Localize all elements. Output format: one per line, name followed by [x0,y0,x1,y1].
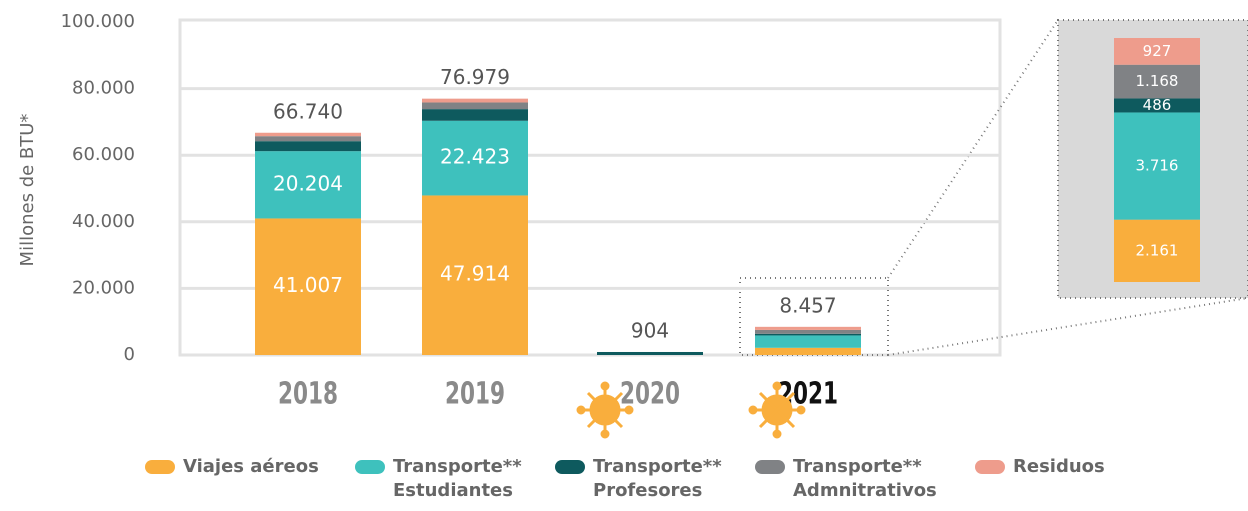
legend-item: Residuos [975,455,1105,479]
legend-item: Viajes aéreos [145,455,319,479]
bar-segment [422,195,528,355]
inset-segment [1114,38,1200,65]
legend-item: Transporte** Profesores [555,455,733,503]
x-tick-label: 2019 [445,377,505,411]
legend: Viajes aéreos Transporte** Estudiantes Tra… [0,455,1248,511]
bar-segment [255,141,361,152]
value-label: 22.423 [440,145,510,169]
legend-item: Transporte** Estudiantes [355,455,533,503]
bar-segment [255,136,361,142]
chart: Millones de BTU* 0 20.000 40.000 60.000 80.0… [17,11,1248,439]
inset-value-label: 927 [1143,42,1172,60]
inset-value-label: 1.168 [1136,72,1179,90]
bar-segment [422,120,528,196]
legend-label: Transporte** Estudiantes [393,456,522,501]
virus-icon [748,381,806,439]
inset-value-label: 2.161 [1136,241,1179,259]
inset-segment [1114,98,1200,113]
bar-segment [255,132,361,137]
bar-segment [755,329,861,334]
inset-segment [1114,64,1200,99]
inset-value-label: 3.716 [1136,157,1179,175]
value-label: 41.007 [273,273,343,297]
bar-segment [597,351,703,355]
x-tick-label: 2020 [620,377,680,411]
value-label: 20.204 [273,171,343,195]
y-tick-label: 60.000 [72,144,135,165]
bar-segment [422,102,528,110]
y-tick-label: 0 [124,344,135,365]
inset-segment [1114,219,1200,282]
y-axis-label: Millones de BTU* [17,114,38,267]
y-tick-label: 80.000 [72,78,135,99]
y-tick-label: 100.000 [61,11,135,32]
y-tick-label: 20.000 [72,277,135,298]
total-label: 904 [631,318,669,342]
legend-label: Transporte** Profesores [593,456,722,501]
bar-segment [422,98,528,103]
bar-segment [255,218,361,355]
bar-segment [255,151,361,219]
x-tick-label: 2018 [278,377,338,411]
legend-swatch [975,460,1005,474]
inset-value-label: 486 [1143,96,1172,114]
legend-swatch [145,460,175,474]
virus-icon [576,381,634,439]
legend-label: Transporte** Admnitrativos [793,456,937,501]
total-label: 8.457 [779,293,836,317]
legend-swatch [355,460,385,474]
bar-segment [755,347,861,355]
total-label: 76.979 [440,65,510,89]
legend-item: Transporte** Admnitrativos [755,455,937,503]
legend-swatch [755,460,785,474]
bar-segment [755,333,861,336]
legend-label: Residuos [1013,456,1105,477]
inset-segment [1114,112,1200,220]
legend-swatch [555,460,585,474]
bar-segment [422,109,528,121]
legend-label: Viajes aéreos [183,456,319,477]
bar-segment [755,335,861,348]
total-label: 66.740 [273,99,343,123]
y-tick-label: 40.000 [72,211,135,232]
bar-segment [755,326,861,330]
value-label: 47.914 [440,262,510,286]
zoom-guides [739,19,1248,356]
